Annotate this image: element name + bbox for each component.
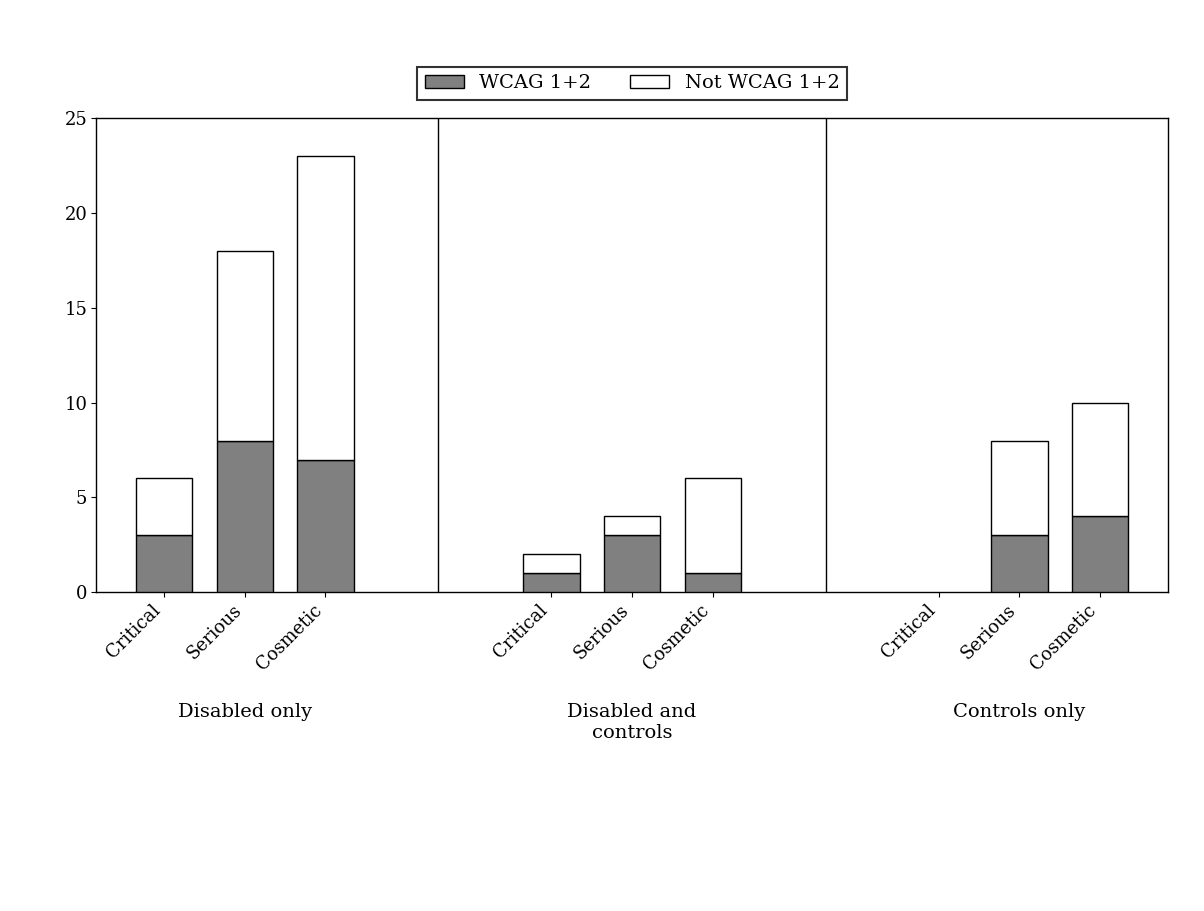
Bar — [297, 459, 354, 592]
Bar — [217, 441, 273, 592]
Bar — [217, 251, 273, 441]
Bar — [297, 157, 354, 459]
Bar — [604, 536, 660, 592]
Bar — [991, 536, 1047, 592]
Bar — [1072, 403, 1128, 517]
Bar — [604, 517, 660, 536]
Bar — [136, 536, 193, 592]
Bar — [136, 478, 193, 536]
Bar — [991, 441, 1047, 536]
Bar — [685, 478, 740, 573]
Bar — [524, 573, 579, 592]
Bar — [524, 554, 579, 573]
Legend: WCAG 1+2, Not WCAG 1+2: WCAG 1+2, Not WCAG 1+2 — [417, 67, 848, 100]
Text: Disabled only: Disabled only — [178, 703, 312, 722]
Bar — [1072, 517, 1128, 592]
Text: Controls only: Controls only — [954, 703, 1086, 722]
Text: Disabled and
controls: Disabled and controls — [567, 703, 697, 742]
Bar — [685, 573, 740, 592]
